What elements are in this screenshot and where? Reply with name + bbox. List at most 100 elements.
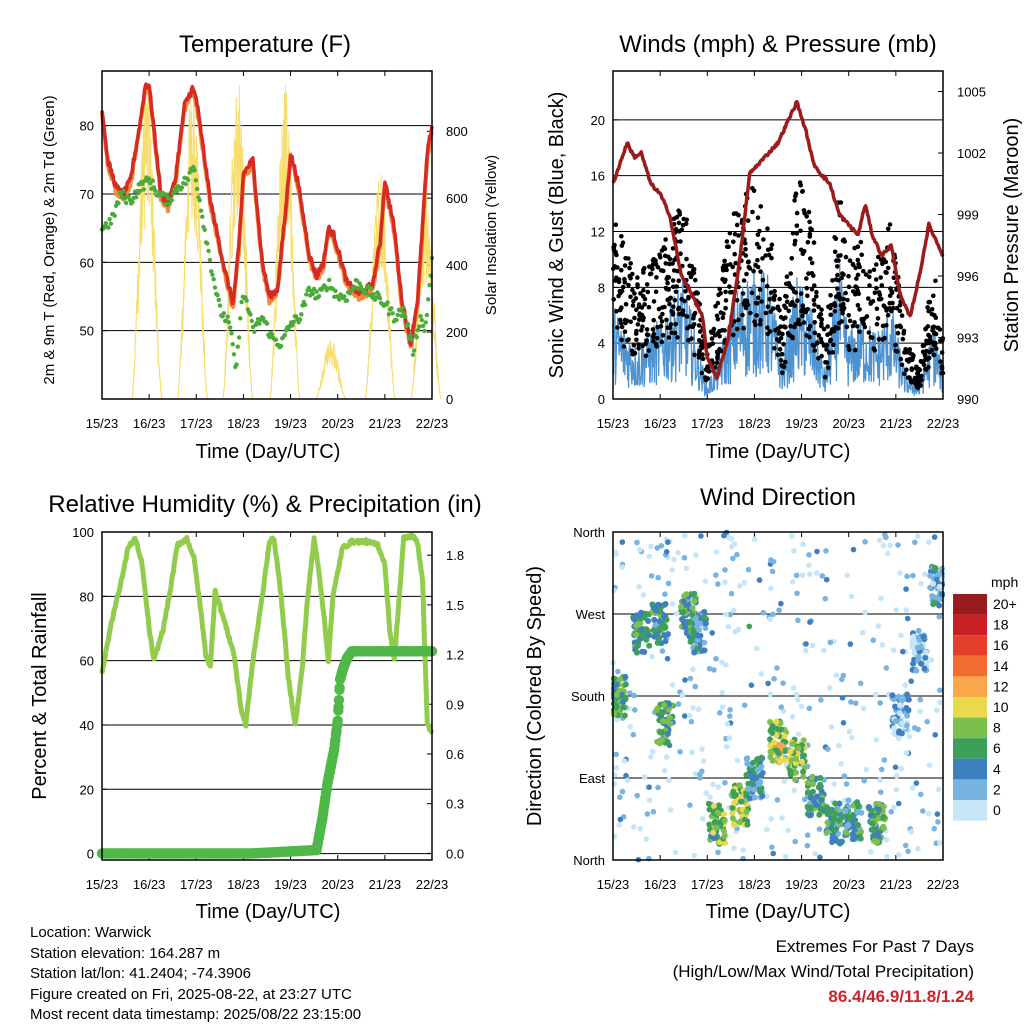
direction-point (857, 680, 864, 687)
direction-point (843, 829, 850, 836)
direction-point (627, 723, 634, 730)
dewpoint-point (316, 294, 322, 299)
gust-point (622, 280, 628, 285)
gust-point (804, 276, 809, 281)
gust-point (809, 227, 814, 232)
gust-point (862, 316, 867, 322)
dewpoint-point (126, 194, 131, 199)
direction-point (904, 573, 910, 580)
direction-point (922, 654, 929, 661)
gust-point (717, 286, 722, 292)
direction-point (819, 573, 826, 579)
gust-point (874, 306, 880, 312)
gust-point (750, 209, 755, 215)
speed-legend-label: 0 (993, 802, 1001, 818)
direction-point (787, 768, 794, 775)
speed-legend-label: 4 (993, 761, 1001, 777)
direction-point (631, 824, 637, 830)
direction-point (876, 801, 883, 807)
winds-title: Winds (mph) & Pressure (mb) (619, 31, 936, 58)
direction-point (758, 772, 765, 779)
direction-point (870, 833, 877, 839)
direction-point (703, 790, 709, 796)
direction-point (734, 757, 741, 764)
direction-point (824, 829, 831, 836)
gust-point (867, 269, 873, 274)
direction-point (744, 785, 751, 792)
direction-point (646, 642, 653, 649)
gust-point (804, 285, 810, 291)
winds-y-tick-label-right: 1005 (957, 85, 986, 100)
direction-point (835, 817, 842, 824)
wind_direction-title: Wind Direction (700, 484, 856, 511)
direction-point (868, 848, 874, 855)
temperature-x-tick-label: 18/23 (227, 416, 260, 431)
direction-point (826, 685, 833, 691)
direction-point (843, 823, 850, 830)
dewpoint-point (137, 188, 143, 194)
gust-point (809, 287, 815, 292)
gust-point (717, 346, 722, 352)
gust-point (674, 284, 679, 289)
direction-point (646, 784, 652, 790)
direction-point (699, 816, 706, 822)
extremes-title: Extremes For Past 7 Days (775, 937, 974, 956)
direction-point (803, 641, 809, 647)
temperature-y-tick-label: 60 (80, 255, 94, 270)
gust-point (931, 324, 937, 330)
gust-point (788, 271, 793, 276)
direction-point (707, 794, 713, 800)
gust-point (920, 343, 926, 349)
gust-point (748, 310, 753, 316)
gust-point (876, 290, 882, 295)
direction-point (902, 842, 909, 849)
gust-point (777, 296, 782, 302)
gust-point (807, 219, 812, 225)
direction-point (869, 820, 876, 827)
dewpoint-point (278, 343, 284, 349)
gust-point (819, 321, 824, 327)
gust-point (630, 271, 635, 277)
gust-point (924, 357, 930, 362)
dewpoint-point (261, 315, 266, 321)
direction-point (875, 815, 882, 822)
direction-point (825, 746, 831, 752)
direction-point (789, 741, 796, 748)
gust-point (768, 309, 773, 315)
direction-point (900, 648, 906, 655)
gust-point (897, 308, 903, 314)
direction-point (798, 703, 805, 710)
gust-point (678, 251, 683, 256)
gust-point (765, 304, 771, 310)
gust-point (814, 289, 819, 295)
speed-legend-swatch (953, 614, 987, 636)
direction-point (664, 655, 671, 662)
direction-point (875, 830, 882, 837)
gust-point (734, 222, 740, 228)
direction-y-tick-label: East (579, 771, 605, 786)
direction-point (621, 758, 628, 764)
humidity-x-tick-label: 15/23 (86, 877, 119, 892)
winds-y-tick-label-right: 993 (957, 331, 979, 346)
gust-point (720, 265, 726, 271)
direction-point (679, 692, 686, 698)
direction-point (767, 691, 773, 697)
gust-point (681, 216, 686, 222)
gust-point (772, 346, 777, 351)
direction-point (904, 712, 911, 719)
gust-point (635, 275, 640, 280)
gust-point (720, 315, 726, 321)
humidity-x-axis-label: Time (Day/UTC) (196, 901, 341, 923)
gust-point (835, 264, 840, 269)
direction-point (910, 572, 916, 579)
gust-point (755, 232, 761, 237)
gust-point (641, 287, 646, 293)
direction-point (923, 649, 930, 656)
wind-speed-line (612, 261, 944, 398)
gust-point (668, 295, 673, 301)
winds-y-tick-label: 20 (591, 113, 605, 128)
dewpoint-point (106, 225, 111, 230)
gust-point (636, 345, 641, 351)
gust-point (629, 348, 635, 354)
dewpoint-point (174, 189, 180, 194)
